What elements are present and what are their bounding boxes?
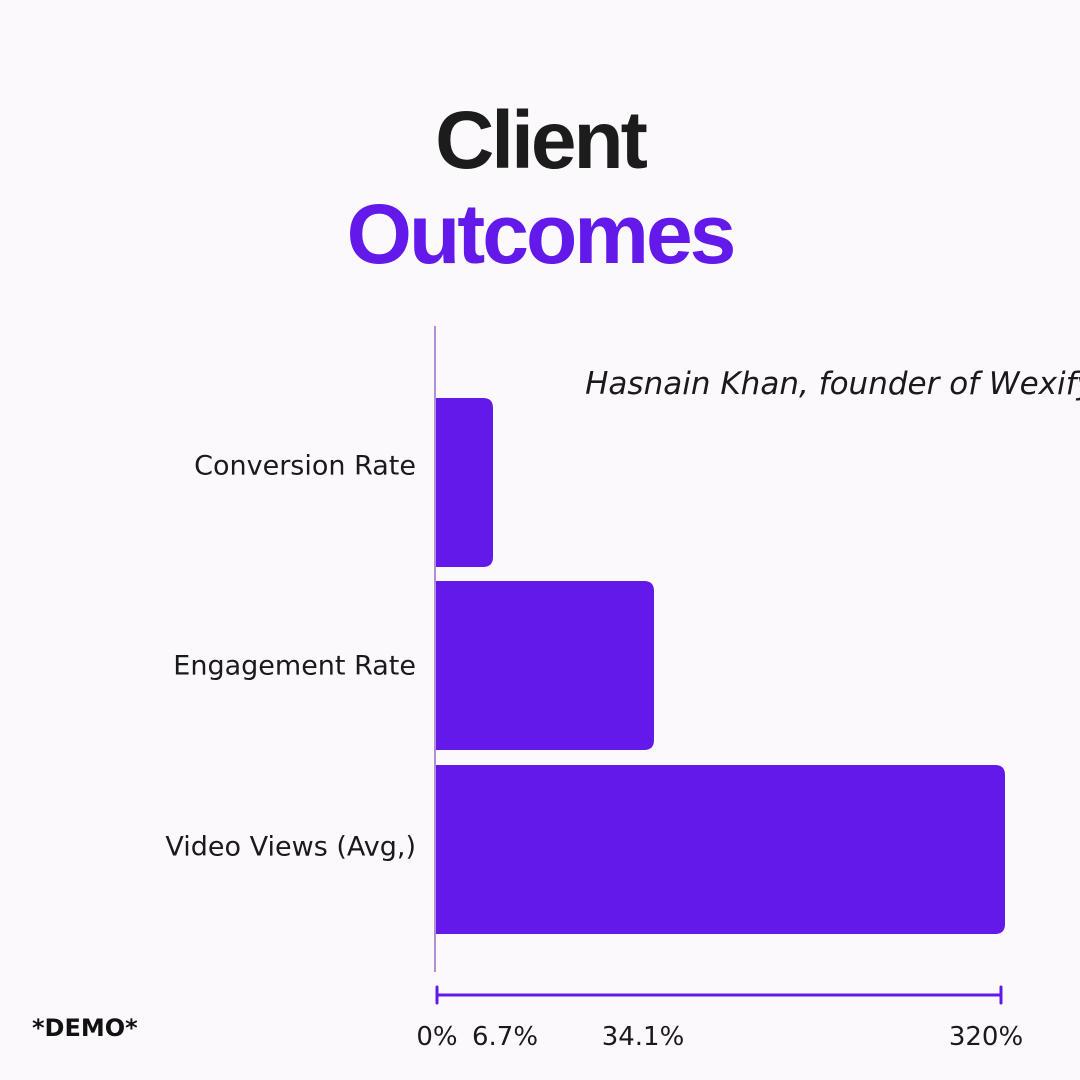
x-tick-labels: 0% 6.7% 34.1% 320% (416, 1022, 1023, 1052)
chart-title-line1: Client (435, 95, 648, 186)
x-tick-label-2: 34.1% (602, 1022, 685, 1052)
chart-title-line2: Outcomes (346, 187, 737, 281)
category-labels: Conversion Rate Engagement Rate Video View… (165, 451, 416, 863)
category-label-conversion-rate: Conversion Rate (194, 451, 416, 482)
bar-engagement-rate (436, 581, 654, 750)
bar-video-views-avg (436, 765, 1005, 934)
x-axis (435, 985, 1003, 1005)
annotation-quote: Hasnain Khan, founder of Wexify (585, 366, 1080, 402)
bars-group (436, 398, 1005, 934)
demo-footnote: *DEMO* (32, 1014, 138, 1042)
category-label-video-views-avg: Video Views (Avg,) (165, 832, 416, 863)
x-tick-label-1: 6.7% (472, 1022, 538, 1052)
x-tick-label-3: 320% (949, 1022, 1023, 1052)
bar-conversion-rate (436, 398, 493, 567)
x-tick-label-0: 0% (416, 1022, 457, 1052)
category-label-engagement-rate: Engagement Rate (173, 651, 416, 682)
